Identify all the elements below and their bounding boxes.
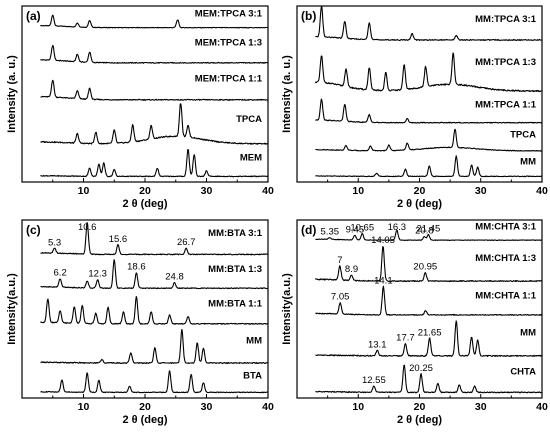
series-label: MM:CHTA 3:1 (475, 222, 536, 233)
peak-label: 10.65 (350, 223, 374, 234)
series-label: MM:BTA 1:3 (208, 264, 262, 275)
plot-frame (296, 5, 543, 183)
x-tick-label: 40 (262, 401, 274, 413)
series-line (315, 155, 543, 178)
peak-label: 20.8 (415, 226, 434, 237)
peak-label: 26.7 (177, 237, 196, 248)
peak-label: 20.25 (409, 363, 433, 374)
series-label: MEM:TPCA 1:1 (195, 74, 263, 85)
x-tick-label: 40 (262, 185, 274, 197)
peak-label: 13.1 (368, 340, 387, 351)
series-label: MM:BTA 1:1 (208, 298, 263, 309)
series-label: MM:CHTA 1:3 (475, 253, 536, 264)
series-label: CHTA (510, 366, 536, 377)
series-label: MM:BTA 3:1 (208, 228, 263, 239)
series-line (40, 44, 269, 64)
x-tick-label: 40 (536, 185, 548, 197)
series-label: TPCA (510, 130, 536, 141)
series-label: MM:TPCA 1:1 (475, 99, 537, 110)
peak-label: 12.3 (88, 269, 107, 280)
series-label: TPCA (236, 114, 262, 125)
panel-label: (d) (301, 223, 316, 237)
series-line (40, 103, 269, 145)
peak-label: 21.45 (416, 224, 440, 235)
peak-label: 14.1 (374, 276, 393, 287)
panel-label: (a) (26, 9, 41, 23)
y-axis-label: Intensity(a.u.) (281, 273, 293, 345)
x-axis-label: 2 θ (deg) (122, 198, 167, 210)
series-line (315, 229, 543, 241)
x-tick-label: 20 (139, 185, 151, 197)
series-line (315, 98, 543, 124)
x-tick-label: 20 (139, 401, 151, 413)
peak-label: 20.95 (413, 261, 437, 272)
x-tick-label: 10 (78, 185, 90, 197)
peak-label: 17.7 (396, 333, 415, 344)
x-tick-label: 10 (78, 401, 90, 413)
series-line (315, 6, 543, 41)
x-axis-label: 2 θ (deg) (122, 414, 167, 426)
x-tick-label: 40 (536, 401, 548, 413)
series-line (40, 14, 269, 29)
series-line (315, 320, 543, 357)
panel-label: (b) (301, 9, 316, 23)
x-tick-label: 20 (414, 401, 426, 413)
peak-label: 21.65 (418, 327, 442, 338)
series-line (40, 149, 269, 178)
series-line (315, 128, 543, 152)
series-label: BTA (243, 370, 262, 381)
peak-label: 24.8 (165, 272, 184, 283)
series-label: MM (520, 157, 536, 168)
series-label: MM:TPCA 3:1 (475, 14, 537, 25)
series-line (40, 370, 269, 394)
plot-frame (21, 5, 269, 183)
series-line (40, 222, 269, 256)
peak-label: 16.3 (388, 222, 407, 233)
x-tick-label: 10 (352, 185, 364, 197)
series-line (40, 295, 269, 325)
x-tick-label: 30 (475, 401, 487, 413)
peak-label: 5.35 (321, 227, 340, 238)
peak-label: 15.6 (109, 234, 128, 245)
y-axis-label: Intensity (a. u.) (281, 55, 293, 133)
series-line (40, 259, 269, 290)
series-line (315, 285, 543, 316)
peak-label: 18.6 (127, 262, 146, 273)
series-label: MM:TPCA 1:3 (475, 57, 536, 68)
peak-label: 9.45 (346, 224, 365, 235)
series-line (40, 79, 269, 101)
x-tick-label: 30 (201, 185, 213, 197)
peak-label: 7 (337, 255, 342, 266)
series-label: MM (520, 328, 536, 339)
peak-label: 12.55 (362, 375, 386, 386)
series-label: MM (246, 336, 262, 347)
y-axis-label: Intensity(a.u.) (6, 273, 18, 345)
series-line (314, 246, 543, 283)
peak-label: 14.05 (371, 235, 395, 246)
peak-label: 8.9 (345, 264, 358, 275)
series-label: MEM:TPCA 1:3 (195, 38, 262, 49)
x-tick-label: 20 (414, 185, 426, 197)
peak-label: 6.2 (54, 268, 67, 279)
peak-label: 5.3 (48, 237, 61, 248)
series-label: MM:CHTA 1:1 (475, 290, 536, 301)
peak-label: 10.6 (78, 222, 97, 233)
peak-label: 7.05 (331, 292, 350, 303)
y-axis-label: Intensity (a. u.) (6, 55, 18, 133)
panel-label: (c) (26, 223, 41, 237)
x-tick-label: 30 (201, 401, 213, 413)
x-tick-label: 10 (352, 401, 364, 413)
series-label: MEM:TPCA 3:1 (195, 8, 263, 19)
x-axis-label: 2 θ (deg) (397, 414, 442, 426)
series-label: MEM (240, 153, 262, 164)
x-axis-label: 2 θ (deg) (397, 198, 442, 210)
series-line (314, 52, 543, 93)
x-tick-label: 30 (475, 185, 487, 197)
series-line (40, 328, 269, 365)
series-line (315, 364, 543, 394)
